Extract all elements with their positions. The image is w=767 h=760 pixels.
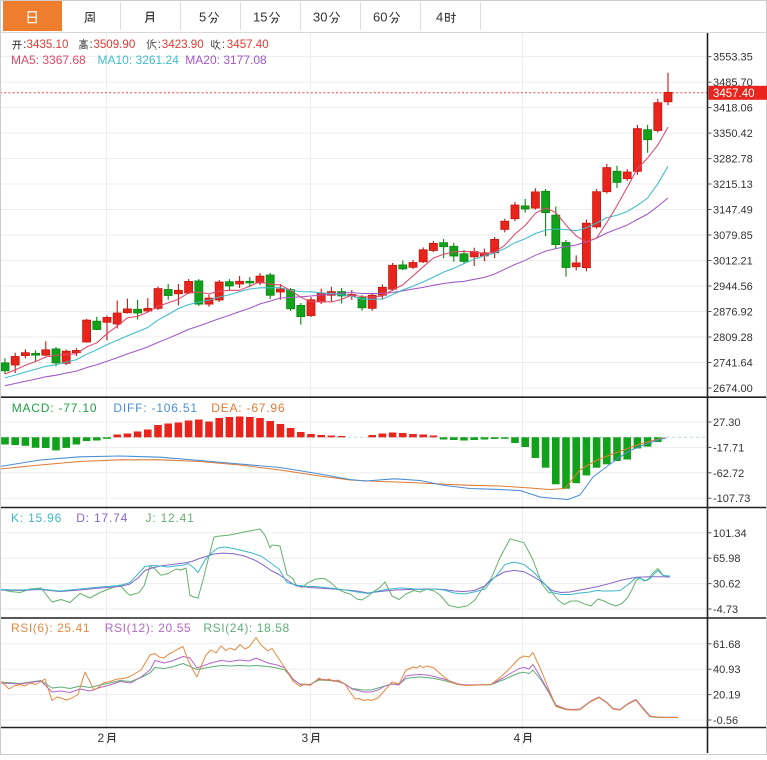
- svg-text:2809.28: 2809.28: [713, 332, 753, 344]
- svg-text:MA5: 3367.68: MA5: 3367.68: [11, 53, 86, 67]
- svg-text:65.98: 65.98: [713, 553, 741, 565]
- svg-text:3418.06: 3418.06: [713, 103, 753, 115]
- svg-text:30.62: 30.62: [713, 579, 741, 591]
- svg-text:61.68: 61.68: [713, 639, 741, 651]
- svg-text:4: 4: [514, 731, 521, 745]
- svg-text:3079.85: 3079.85: [713, 230, 753, 242]
- svg-text:D: 17.74: D: 17.74: [76, 511, 128, 525]
- svg-text:3457.40: 3457.40: [713, 88, 755, 100]
- svg-text:3350.42: 3350.42: [713, 128, 753, 140]
- svg-text:2944.56: 2944.56: [713, 281, 753, 293]
- svg-text:5: 5: [199, 10, 206, 25]
- svg-text:-4.73: -4.73: [713, 604, 738, 616]
- svg-text:DEA: -67.96: DEA: -67.96: [211, 401, 285, 415]
- svg-text:3147.49: 3147.49: [713, 205, 753, 217]
- svg-text:2741.64: 2741.64: [713, 358, 753, 370]
- svg-text::: :: [158, 37, 161, 51]
- svg-text:15: 15: [253, 10, 267, 25]
- svg-text:-107.73: -107.73: [713, 493, 750, 505]
- svg-text:3012.21: 3012.21: [713, 256, 753, 268]
- svg-text:RSI(6): 25.41: RSI(6): 25.41: [11, 621, 90, 635]
- svg-text::: :: [90, 37, 93, 51]
- svg-text::: :: [222, 37, 225, 51]
- svg-text:101.34: 101.34: [713, 528, 747, 540]
- svg-text:4: 4: [436, 10, 443, 25]
- svg-text:2674.00: 2674.00: [713, 383, 753, 395]
- svg-text:3435.10: 3435.10: [27, 38, 69, 51]
- svg-text:-62.72: -62.72: [713, 468, 744, 480]
- svg-text:RSI(24): 18.58: RSI(24): 18.58: [203, 621, 289, 635]
- svg-text:MACD: -77.10: MACD: -77.10: [12, 401, 98, 415]
- svg-text:3: 3: [302, 731, 309, 745]
- svg-text:J: 12.41: J: 12.41: [146, 511, 195, 525]
- svg-text:40.93: 40.93: [713, 664, 741, 676]
- svg-text:3553.35: 3553.35: [713, 52, 753, 64]
- svg-text:-0.56: -0.56: [713, 715, 738, 727]
- svg-text:27.30: 27.30: [713, 417, 741, 429]
- svg-text:-17.71: -17.71: [713, 442, 744, 454]
- svg-text:20.19: 20.19: [713, 690, 741, 702]
- svg-text:3423.90: 3423.90: [162, 38, 204, 51]
- svg-text:2876.92: 2876.92: [713, 307, 753, 319]
- svg-text:3215.13: 3215.13: [713, 179, 753, 191]
- svg-text:3509.90: 3509.90: [93, 38, 135, 51]
- svg-text:K: 15.96: K: 15.96: [11, 511, 62, 525]
- svg-text:60: 60: [373, 10, 387, 25]
- svg-text:3282.78: 3282.78: [713, 154, 753, 166]
- svg-text:DIFF: -106.51: DIFF: -106.51: [113, 401, 197, 415]
- svg-text:RSI(12): 20.55: RSI(12): 20.55: [105, 621, 191, 635]
- svg-text:2: 2: [98, 731, 105, 745]
- svg-text:30: 30: [313, 10, 327, 25]
- svg-text:3457.40: 3457.40: [227, 38, 269, 51]
- svg-text:MA10: 3261.24: MA10: 3261.24: [98, 53, 180, 67]
- svg-text:MA20: 3177.08: MA20: 3177.08: [185, 53, 267, 67]
